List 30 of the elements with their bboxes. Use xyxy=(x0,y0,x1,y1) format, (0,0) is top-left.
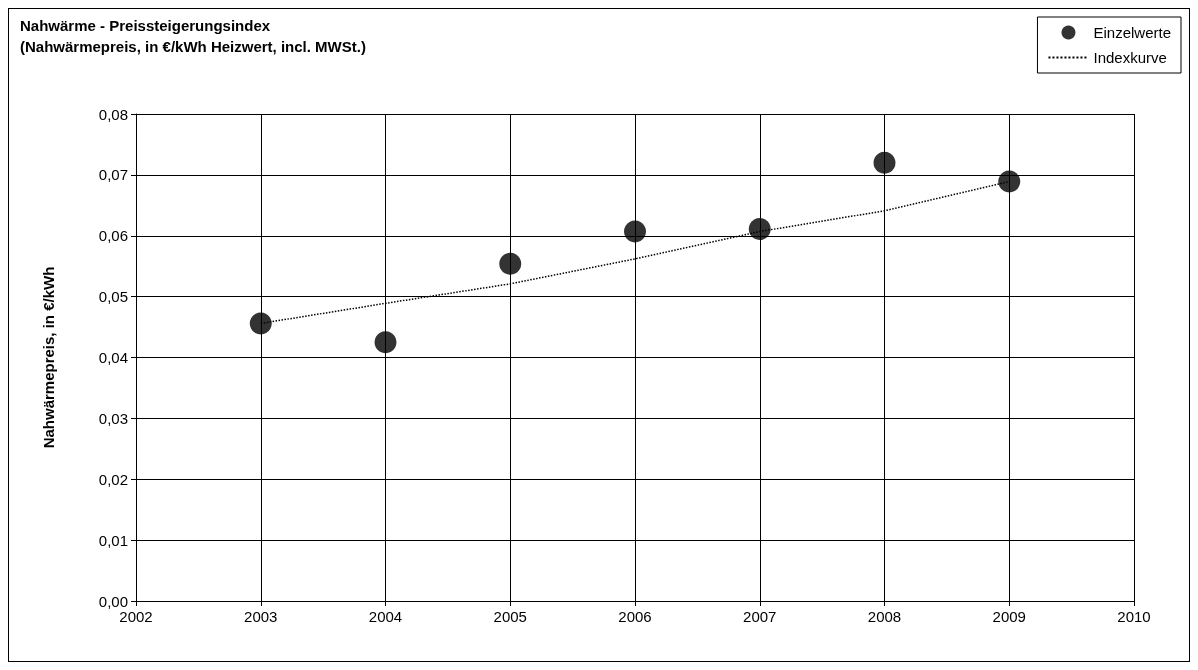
point xyxy=(374,331,397,354)
point xyxy=(998,170,1021,193)
legend-label: Einzelwerte xyxy=(1093,24,1172,41)
x-tick-label: 2007 xyxy=(743,608,777,625)
y-axis-title: Nahwärmepreis, in €/kWh xyxy=(40,266,57,449)
legend-label: Indexkurve xyxy=(1093,49,1167,66)
x-tick-label: 2010 xyxy=(1117,608,1151,625)
x-tick-label: 2004 xyxy=(368,608,403,625)
chart-subtitle: (Nahwärmepreis, in €/kWh Heizwert, incl. MWSt.) xyxy=(20,38,366,55)
y-tick-label: 0,01 xyxy=(98,531,128,549)
x-tick-label: 2005 xyxy=(493,608,527,625)
y-tick-label: 0,00 xyxy=(98,592,128,610)
point xyxy=(249,312,272,335)
point xyxy=(873,151,896,174)
y-tick-label: 0,06 xyxy=(98,227,128,245)
x-tick-label: 2009 xyxy=(992,608,1026,625)
point xyxy=(499,252,522,275)
chart-title: Nahwärme - Preissteigerungsindex xyxy=(20,17,271,34)
y-tick-label: 0,02 xyxy=(98,470,128,488)
x-tick-label: 2006 xyxy=(618,608,652,625)
y-tick-label: 0,08 xyxy=(98,105,128,123)
x-tick-label: 2003 xyxy=(244,608,278,625)
y-tick-label: 0,03 xyxy=(98,409,128,427)
y-tick-label: 0,05 xyxy=(98,288,128,306)
x-tick-label: 2002 xyxy=(119,608,153,625)
y-tick-label: 0,07 xyxy=(98,166,128,184)
x-tick-label: 2008 xyxy=(867,608,902,625)
point xyxy=(624,220,646,243)
y-tick-label: 0,04 xyxy=(98,349,128,366)
point xyxy=(748,218,771,241)
